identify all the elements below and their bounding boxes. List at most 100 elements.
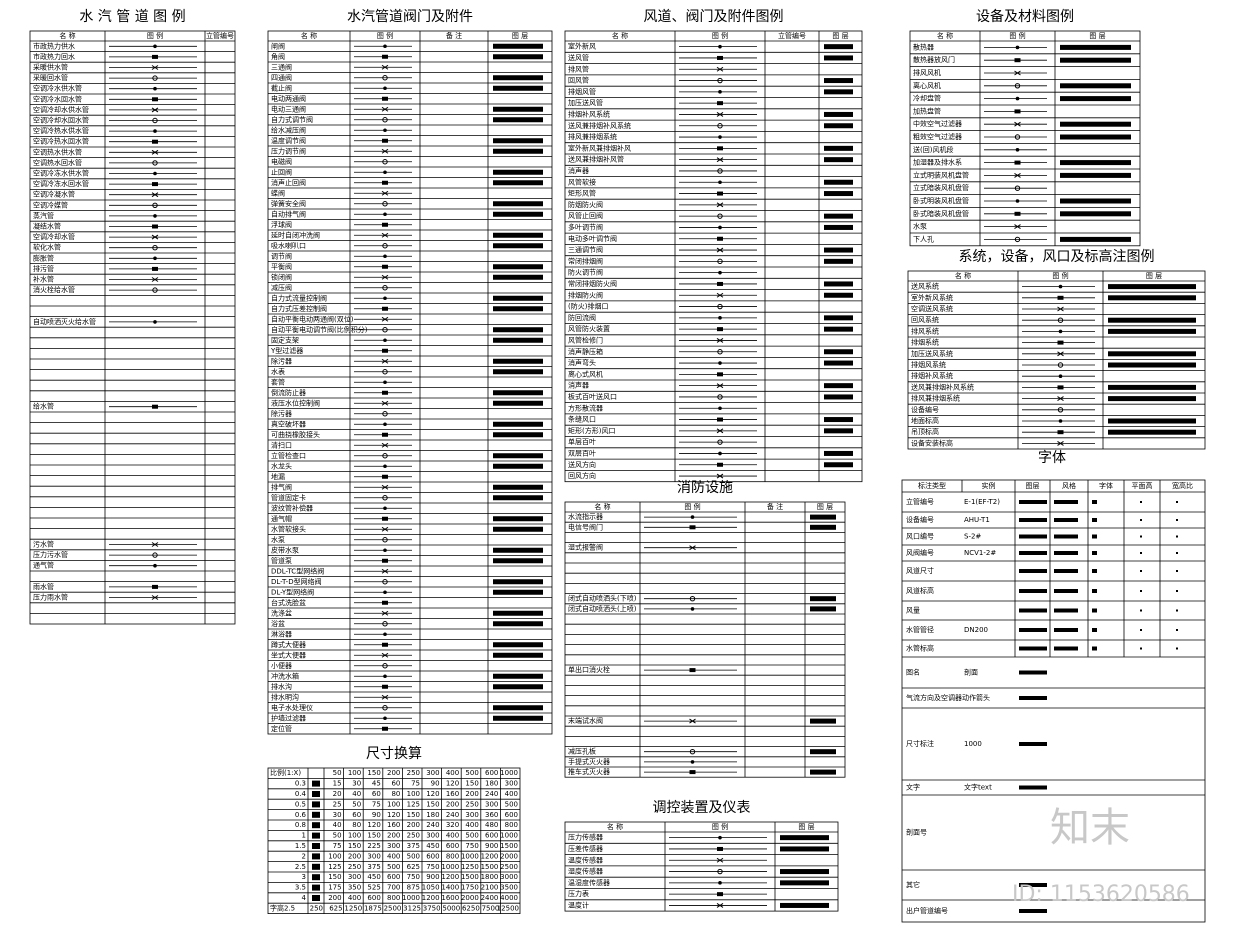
row-label: 蹲式大便器: [271, 640, 306, 649]
row-label: 真空破坏器: [271, 419, 306, 428]
legend-symbol: [716, 66, 724, 72]
row-label: 单出口消火栓: [568, 665, 610, 674]
row-label: 倒流防止器: [271, 388, 306, 397]
layer-swatch: [1140, 519, 1142, 521]
layer-swatch: [493, 705, 543, 711]
row-label: 液压水位控制阀: [271, 398, 320, 407]
row-label: 电磁阀: [271, 157, 292, 166]
layer-swatch: [1060, 134, 1131, 140]
legend-symbol: [1057, 362, 1064, 368]
layer-swatch: [493, 369, 543, 375]
legend-symbol: [689, 668, 696, 673]
row-label: 除污器: [271, 356, 292, 365]
legend-symbol: [381, 652, 389, 658]
section-title: 设备及材料图例: [976, 8, 1074, 25]
row-label: 自力式压差控制阀: [271, 304, 327, 313]
legend-symbol: [718, 316, 722, 320]
legend-symbol: [689, 525, 696, 530]
annotation-type: 设备编号: [906, 515, 934, 524]
row-label: 送风管: [568, 53, 589, 62]
size-value: 150: [348, 842, 361, 850]
legend-symbol: [1014, 160, 1021, 165]
legend-symbol: [382, 600, 388, 605]
legend-symbol: [689, 749, 696, 755]
annotation-type: 剖面号: [906, 828, 927, 837]
legend-symbol: [151, 107, 159, 113]
row-label: 排风兼排烟系统: [568, 132, 617, 141]
size-value: 375: [367, 863, 380, 871]
annotation-example: S-2#: [964, 533, 981, 541]
legend-symbol: [718, 180, 722, 185]
row-label: 室外新风兼排烟补风: [568, 143, 631, 152]
size-value: 360: [485, 811, 498, 819]
layer-swatch: [1054, 628, 1078, 632]
size-value: 450: [367, 873, 380, 881]
row-label: 立式暗装风机盘管: [913, 183, 969, 192]
size-value: 150: [407, 811, 420, 819]
layer-swatch: [312, 874, 320, 881]
legend-symbol: [152, 182, 158, 187]
row-label: 浮球阀: [271, 220, 292, 229]
layer-swatch: [1060, 236, 1131, 242]
scale-label: 1.5: [295, 842, 306, 850]
layer-swatch: [493, 432, 543, 438]
annotation-type: 图名: [906, 668, 920, 677]
layer-swatch: [1108, 328, 1196, 334]
scale-label: 1: [302, 832, 306, 840]
layer-swatch: [1019, 589, 1047, 593]
legend-symbol: [152, 584, 158, 589]
column-header: 图 例: [712, 31, 728, 40]
annotation-type: 水管管径: [906, 625, 934, 634]
size-value: 1000: [441, 863, 459, 871]
layer-swatch: [1108, 384, 1196, 390]
legend-symbol: [152, 75, 158, 81]
legend-symbol: [716, 292, 724, 298]
row-label: 洗涤盆: [271, 608, 292, 617]
row-label: 蒸汽管: [33, 211, 54, 220]
layer-swatch: [1092, 589, 1097, 593]
layer-swatch: [1019, 500, 1047, 504]
row-label: 防火调节阀: [568, 268, 603, 277]
legend-symbol: [382, 705, 388, 711]
size-value: 2400: [481, 894, 499, 902]
scale-label: 0.4: [295, 790, 307, 798]
layer-swatch: [312, 811, 320, 818]
row-label: 压力污水管: [33, 550, 68, 559]
row-label: 排烟系统: [911, 338, 939, 347]
row-label: 软化水管: [33, 243, 61, 252]
legend-symbol: [716, 428, 724, 434]
layer-swatch: [312, 822, 320, 829]
layer-swatch: [493, 547, 543, 553]
column-header: 图层: [1026, 482, 1040, 490]
legend-symbol: [382, 684, 388, 689]
layer-swatch: [1060, 121, 1131, 127]
row-label: 冷却盘管: [913, 94, 941, 103]
size-value: 40: [352, 790, 361, 798]
layer-swatch: [312, 801, 320, 808]
size-value: 2500: [500, 863, 518, 871]
size-value: 100: [348, 832, 361, 840]
layer-swatch: [1140, 570, 1142, 572]
legend-symbol: [381, 568, 389, 574]
row-label: 截止阀: [271, 83, 292, 92]
layer-swatch: [1054, 589, 1078, 593]
legend-symbol: [382, 411, 388, 417]
row-label: 自动平衡电动两通阀(双位): [271, 314, 354, 323]
row-label: 固定支架: [271, 335, 299, 344]
size-value: 875: [407, 884, 420, 892]
row-label: 手提式灭火器: [568, 757, 610, 766]
layer-swatch: [312, 791, 320, 797]
scale-label: 0.5: [295, 800, 306, 808]
section-title: 调控装置及仪表: [653, 800, 751, 816]
row-label: 排烟补风系统: [911, 371, 953, 380]
size-value: 4000: [500, 894, 518, 902]
layer-swatch: [824, 292, 853, 298]
layer-swatch: [493, 484, 543, 490]
row-label: 空调冷冻水供水管: [33, 169, 89, 178]
size-value: 225: [367, 842, 380, 850]
legend-symbol: [716, 112, 724, 117]
layer-swatch: [1108, 418, 1196, 424]
layer-swatch: [1092, 608, 1097, 613]
size-value: 150: [328, 873, 341, 881]
size-value: 600: [485, 832, 498, 840]
